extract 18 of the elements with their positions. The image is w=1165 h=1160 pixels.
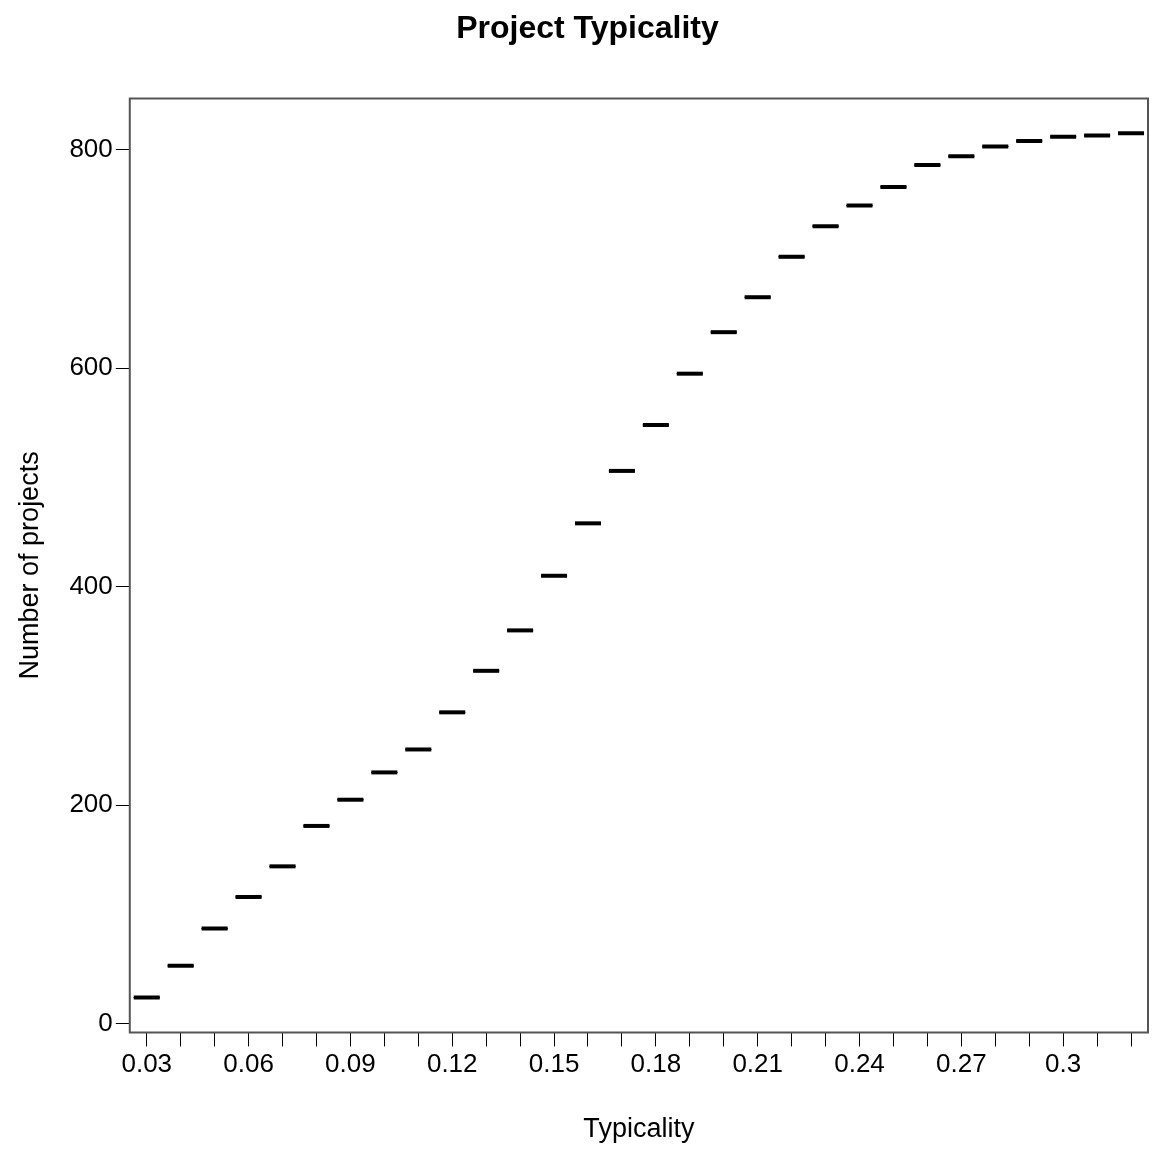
chart-title: Project Typicality	[456, 9, 720, 46]
x-tick-label: 0.21	[732, 1048, 783, 1079]
x-tick-label: 0.3	[1045, 1048, 1082, 1079]
y-axis-title: Number of projects	[13, 451, 44, 680]
x-axis-title: Typicality	[583, 1113, 695, 1144]
x-tick-label: 0.24	[834, 1048, 885, 1079]
x-tick-label: 0.03	[121, 1048, 173, 1079]
x-tick-label: 0.06	[223, 1048, 274, 1079]
x-tick-label: 0.09	[325, 1048, 376, 1079]
y-tick-label: 800	[69, 132, 113, 163]
x-tick-label: 0.27	[936, 1048, 987, 1079]
x-tick-label: 0.15	[528, 1048, 580, 1079]
y-tick-label: 600	[69, 351, 113, 382]
x-tick-label: 0.12	[426, 1048, 478, 1079]
y-tick-label: 200	[69, 788, 113, 819]
y-tick-label: 0	[98, 1006, 113, 1037]
x-tick-label: 0.18	[630, 1048, 682, 1079]
y-tick-label: 400	[69, 569, 113, 600]
